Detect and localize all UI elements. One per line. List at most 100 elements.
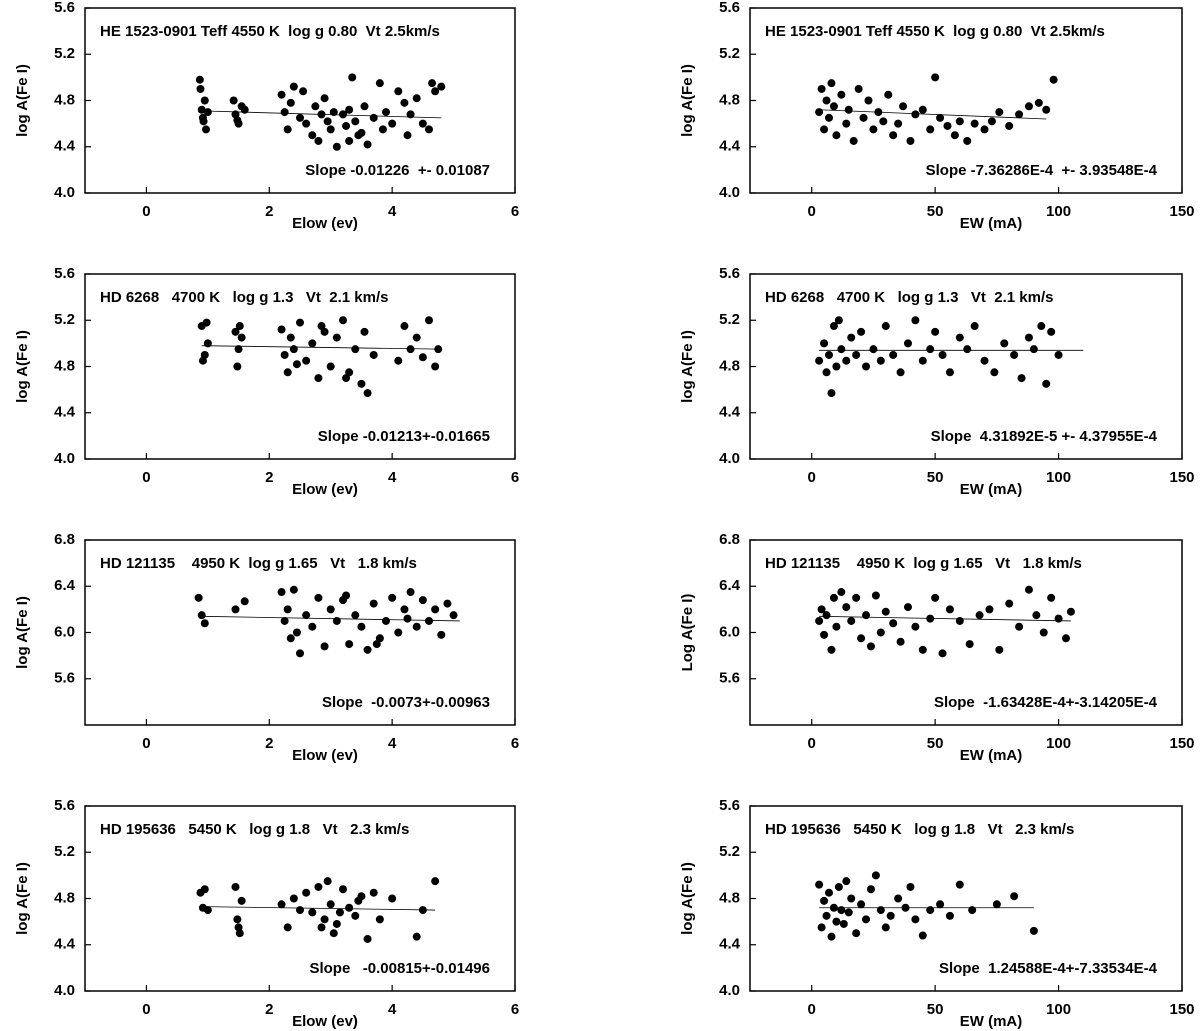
data-point <box>308 622 317 631</box>
data-point <box>824 113 833 122</box>
x-tick-label: 50 <box>927 1001 944 1018</box>
x-tick-label: 4 <box>388 1001 397 1018</box>
data-point <box>339 885 347 894</box>
x-tick-label: 150 <box>1169 203 1194 220</box>
slope-annotation: Slope -0.01226 +- 0.01087 <box>305 162 490 179</box>
data-point <box>317 322 326 331</box>
data-point <box>820 896 829 905</box>
data-point <box>1029 345 1038 354</box>
data-point <box>394 628 403 637</box>
data-point <box>837 906 846 915</box>
panel-title: HD 195636 5450 K log g 1.8 Vt 2.3 km/s <box>765 821 1074 838</box>
data-point <box>431 605 440 614</box>
panel-title: HD 121135 4950 K log g 1.65 Vt 1.8 km/s <box>765 555 1082 572</box>
data-point <box>339 110 347 119</box>
data-point <box>357 622 366 631</box>
data-point <box>233 116 242 125</box>
data-point <box>240 597 249 606</box>
y-tick-label: 4.4 <box>54 138 76 155</box>
data-point <box>938 350 947 359</box>
data-point <box>903 339 912 348</box>
data-point <box>839 919 848 928</box>
data-point <box>864 96 873 105</box>
data-point <box>955 117 964 126</box>
x-tick-label: 6 <box>511 469 519 486</box>
y-tick-label: 4.0 <box>719 450 740 467</box>
data-point <box>323 117 332 126</box>
data-point <box>229 96 238 105</box>
data-point <box>955 333 964 342</box>
data-point <box>970 322 979 331</box>
data-point <box>945 911 954 920</box>
data-point <box>283 605 292 614</box>
data-point <box>200 885 209 894</box>
data-point <box>834 316 843 325</box>
data-point <box>985 605 994 614</box>
data-point <box>296 113 304 122</box>
data-point <box>980 356 989 365</box>
data-point <box>965 640 974 649</box>
data-point <box>292 360 301 369</box>
x-axis-label: EW (mA) <box>960 215 1023 232</box>
data-point <box>342 374 351 383</box>
data-point <box>314 593 323 602</box>
data-point <box>400 98 409 107</box>
data-point <box>1010 350 1019 359</box>
data-point <box>197 105 206 114</box>
data-point <box>283 125 292 134</box>
slope-annotation: Slope -0.01213+-0.01665 <box>318 428 490 445</box>
data-point <box>911 915 920 924</box>
data-point <box>320 915 329 924</box>
data-point <box>277 325 286 334</box>
data-point <box>234 345 243 354</box>
fit-line <box>201 110 442 119</box>
slope-annotation: Slope 4.31892E-5 +- 4.37955E-4 <box>931 428 1158 445</box>
y-tick-label: 5.2 <box>719 45 740 62</box>
data-point <box>827 645 836 654</box>
data-point <box>963 345 972 354</box>
y-tick-label: 4.8 <box>719 889 740 906</box>
data-point <box>1024 333 1033 342</box>
data-point <box>849 136 858 145</box>
data-point <box>363 645 372 654</box>
data-point <box>886 911 895 920</box>
data-point <box>369 888 378 897</box>
data-point <box>314 136 323 145</box>
data-point <box>326 605 335 614</box>
data-point <box>320 642 329 651</box>
data-point <box>889 619 898 628</box>
data-point <box>871 591 880 600</box>
data-point <box>832 917 841 926</box>
data-point <box>1024 585 1033 594</box>
data-point <box>388 593 397 602</box>
data-point <box>820 339 829 348</box>
data-point <box>1042 105 1051 114</box>
data-point <box>859 113 868 122</box>
data-point <box>342 591 351 600</box>
x-tick-label: 6 <box>511 735 519 752</box>
data-point <box>817 605 826 614</box>
data-point <box>881 322 890 331</box>
data-point <box>869 345 878 354</box>
data-point <box>866 885 875 894</box>
y-tick-label: 6.8 <box>719 531 740 548</box>
data-point <box>400 322 409 331</box>
data-point <box>824 888 833 897</box>
data-point <box>862 915 871 924</box>
data-point <box>820 630 829 639</box>
data-point <box>829 593 838 602</box>
data-point <box>943 121 952 130</box>
data-point <box>348 73 357 82</box>
y-tick-label: 5.6 <box>54 0 75 16</box>
data-point <box>195 75 204 84</box>
data-point <box>815 616 824 625</box>
x-axis-label: EW (mA) <box>960 481 1023 498</box>
data-point <box>289 585 298 594</box>
data-point <box>326 125 335 134</box>
data-point <box>292 628 301 637</box>
data-point <box>237 333 246 342</box>
data-point <box>345 903 354 912</box>
data-point <box>369 599 378 608</box>
data-point <box>203 906 212 915</box>
data-point <box>286 333 295 342</box>
